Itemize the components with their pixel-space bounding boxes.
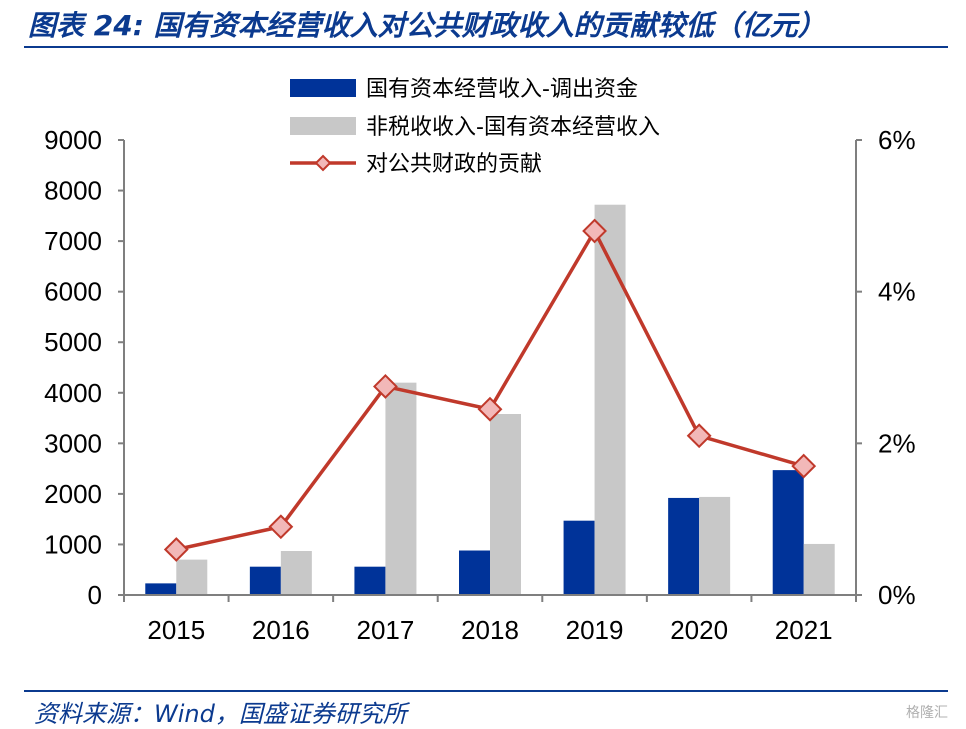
bar-nontax-soe-income (594, 204, 626, 595)
line-layer (163, 218, 817, 562)
right-tick-label: 6% (878, 125, 916, 155)
left-tick-label: 8000 (44, 176, 102, 206)
left-tick-label: 1000 (44, 529, 102, 559)
source-note: 资料来源：Wind，国盛证券研究所 (34, 700, 407, 728)
left-tick-label: 7000 (44, 226, 102, 256)
x-tick-label: 2016 (252, 615, 310, 645)
x-tick-label: 2017 (357, 615, 415, 645)
chart-title: 图表 24: 国有资本经营收入对公共财政收入的贡献较低（亿元） (28, 9, 826, 42)
bar-nontax-soe-income (176, 559, 208, 595)
legend-marker (314, 154, 332, 172)
x-tick-label: 2018 (461, 615, 519, 645)
left-tick-label: 3000 (44, 428, 102, 458)
left-tick-label: 5000 (44, 327, 102, 357)
legend-swatch (290, 117, 356, 135)
left-axis: 0 1000 2000 3000 4000 5000 6000 7000 8000 9000 (44, 125, 125, 610)
bar-dividend-transfer (459, 550, 490, 595)
left-tick-label: 9000 (44, 125, 102, 155)
bar-dividend-transfer (249, 566, 281, 595)
bar-nontax-soe-income (280, 551, 312, 595)
legend-swatch (290, 79, 356, 97)
x-axis-labels: 2015 2016 2017 2018 2019 2020 2021 (123, 594, 857, 645)
contribution-marker (686, 423, 712, 449)
bar-dividend-transfer (668, 497, 700, 595)
right-axis: 0% 2% 4% 6% (855, 125, 916, 610)
bar-nontax-soe-income (385, 382, 417, 595)
bar-dividend-transfer (354, 566, 386, 595)
bar-layer (145, 204, 835, 595)
legend-label: 国有资本经营收入-调出资金 (366, 77, 638, 102)
contribution-marker (582, 218, 607, 244)
title-divider (24, 46, 948, 48)
source-divider (24, 690, 948, 692)
bar-dividend-transfer (563, 520, 595, 595)
bar-dividend-transfer (145, 583, 177, 595)
contribution-marker (477, 396, 503, 422)
left-tick-label: 2000 (44, 479, 102, 509)
legend-label: 对公共财政的贡献 (366, 152, 542, 177)
watermark: 格隆汇 (906, 705, 948, 721)
left-tick-label: 4000 (44, 378, 102, 408)
bar-nontax-soe-income (699, 496, 731, 595)
contribution-marker (791, 453, 817, 479)
x-tick-label: 2019 (566, 615, 624, 645)
right-tick-label: 0% (878, 580, 916, 610)
bar-nontax-soe-income (490, 414, 521, 595)
left-tick-label: 6000 (44, 277, 102, 307)
x-tick-label: 2020 (670, 615, 728, 645)
right-tick-label: 2% (878, 428, 916, 458)
contribution-marker (373, 374, 398, 399)
legend-label: 非税收收入-国有资本经营收入 (366, 115, 660, 140)
x-tick-label: 2015 (147, 615, 205, 645)
bar-dividend-transfer (772, 470, 804, 595)
left-tick-label: 0 (88, 580, 102, 610)
x-tick-label: 2021 (775, 615, 833, 645)
bar-nontax-soe-income (803, 543, 835, 595)
right-tick-label: 4% (878, 277, 916, 307)
contribution-marker (163, 537, 189, 562)
contribution-marker (268, 514, 294, 540)
